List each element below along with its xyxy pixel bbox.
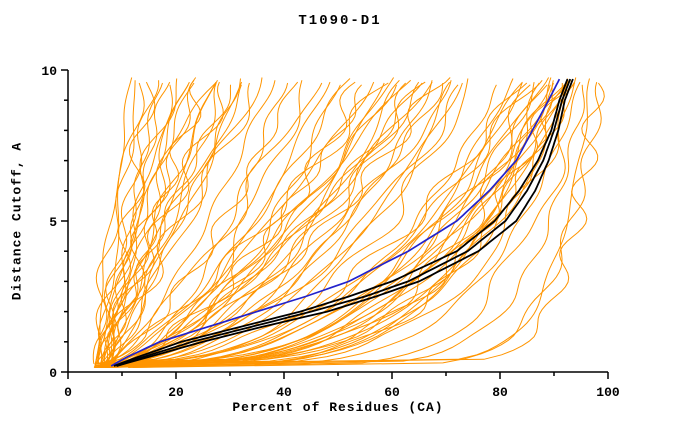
black-model-curve bbox=[116, 78, 572, 367]
axes-and-ticks bbox=[61, 69, 609, 379]
svg-text:10: 10 bbox=[41, 64, 57, 79]
chart-title: T1090-D1 bbox=[298, 13, 382, 29]
svg-text:100: 100 bbox=[596, 385, 620, 400]
svg-text:5: 5 bbox=[49, 215, 57, 230]
x-axis-label: Percent of Residues (CA) bbox=[232, 400, 444, 415]
svg-text:40: 40 bbox=[276, 385, 292, 400]
svg-text:0: 0 bbox=[49, 366, 57, 381]
svg-text:60: 60 bbox=[384, 385, 400, 400]
svg-text:20: 20 bbox=[168, 385, 184, 400]
blue-model-curve bbox=[110, 78, 561, 367]
black-model-curve bbox=[113, 78, 569, 367]
highlighted-model-curves bbox=[110, 78, 574, 367]
svg-text:80: 80 bbox=[492, 385, 508, 400]
svg-text:0: 0 bbox=[64, 385, 72, 400]
black-model-curve bbox=[116, 78, 574, 367]
tick-labels: 0 20 40 60 80 100 0 5 10 bbox=[41, 64, 620, 400]
ensemble-curves bbox=[92, 77, 605, 368]
